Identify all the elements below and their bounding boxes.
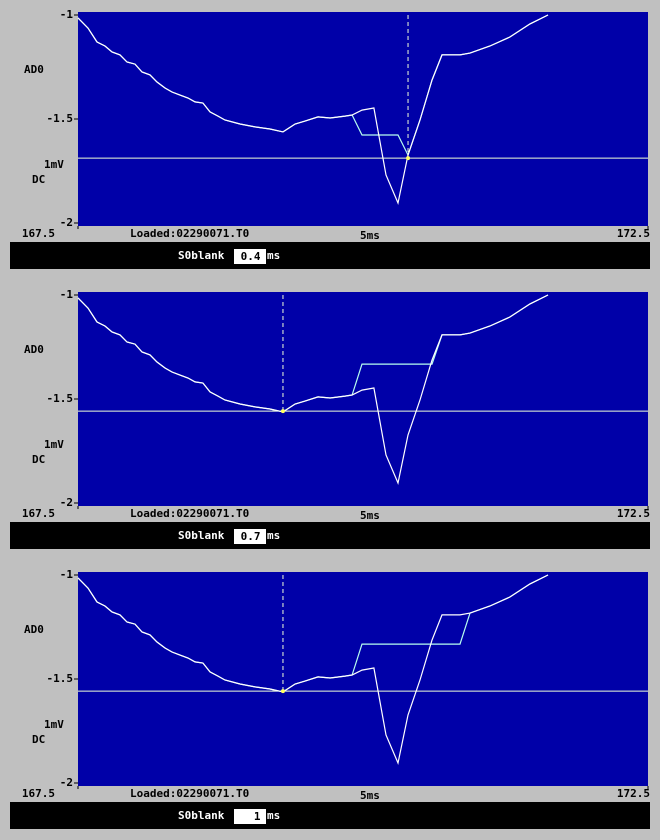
y-tick-label: -2 [60, 496, 73, 509]
x-tick-label: 167.5 [22, 787, 55, 800]
coupling-label: DC [32, 173, 45, 186]
x-tick-label: 167.5 [22, 507, 55, 520]
blank-value[interactable]: 0.7 [234, 530, 261, 543]
y-tick-label: -1 [60, 8, 74, 21]
y-tick-label: -2 [60, 776, 73, 789]
trace [77, 574, 549, 765]
x-tick-label: 172.5 [617, 227, 650, 240]
plot-area [78, 572, 648, 786]
blank-unit: ms [267, 809, 280, 822]
status-bar [10, 522, 650, 549]
plot-area [78, 292, 648, 506]
coupling-label: DC [32, 453, 45, 466]
blank-value[interactable]: 0.4 [234, 250, 261, 263]
cursor-point [406, 156, 411, 161]
channel-label: AD0 [24, 63, 44, 76]
file-label: Loaded:02290071.T0 [130, 507, 249, 520]
x-tick-label: 172.5 [617, 787, 650, 800]
y-tick-label: -1 [60, 568, 74, 581]
cursor-point [280, 409, 285, 414]
blank-value[interactable]: 1 [234, 810, 261, 823]
time-scale: 5ms [360, 509, 380, 522]
y-tick-label: -2 [60, 216, 73, 229]
channel-label: AD0 [24, 343, 44, 356]
blank-unit: ms [267, 529, 280, 542]
blank-label: S0blank [178, 529, 225, 542]
status-bar [10, 802, 650, 829]
y-tick-label: -1.5 [47, 392, 74, 405]
plot-area [78, 12, 648, 226]
blank-input[interactable] [234, 529, 266, 544]
x-tick-label: 167.5 [22, 227, 55, 240]
blank-unit: ms [267, 249, 280, 262]
blank-input[interactable] [234, 249, 266, 264]
y-tick-label: -1.5 [47, 112, 74, 125]
coupling-label: DC [32, 733, 45, 746]
status-bar [10, 242, 650, 269]
file-label: Loaded:02290071.T0 [130, 227, 249, 240]
cursor-point [280, 689, 285, 694]
y-tick-label: -1 [60, 288, 74, 301]
trace [77, 14, 549, 205]
file-label: Loaded:02290071.T0 [130, 787, 249, 800]
y-tick-label: -1.5 [47, 672, 74, 685]
time-scale: 5ms [360, 229, 380, 242]
blank-label: S0blank [178, 809, 225, 822]
scale-label: 1mV [44, 158, 64, 171]
blank-label: S0blank [178, 249, 225, 262]
scale-label: 1mV [44, 438, 64, 451]
time-scale: 5ms [360, 789, 380, 802]
channel-label: AD0 [24, 623, 44, 636]
trace [77, 294, 549, 485]
x-tick-label: 172.5 [617, 507, 650, 520]
blank-input[interactable] [234, 809, 266, 824]
scale-label: 1mV [44, 718, 64, 731]
